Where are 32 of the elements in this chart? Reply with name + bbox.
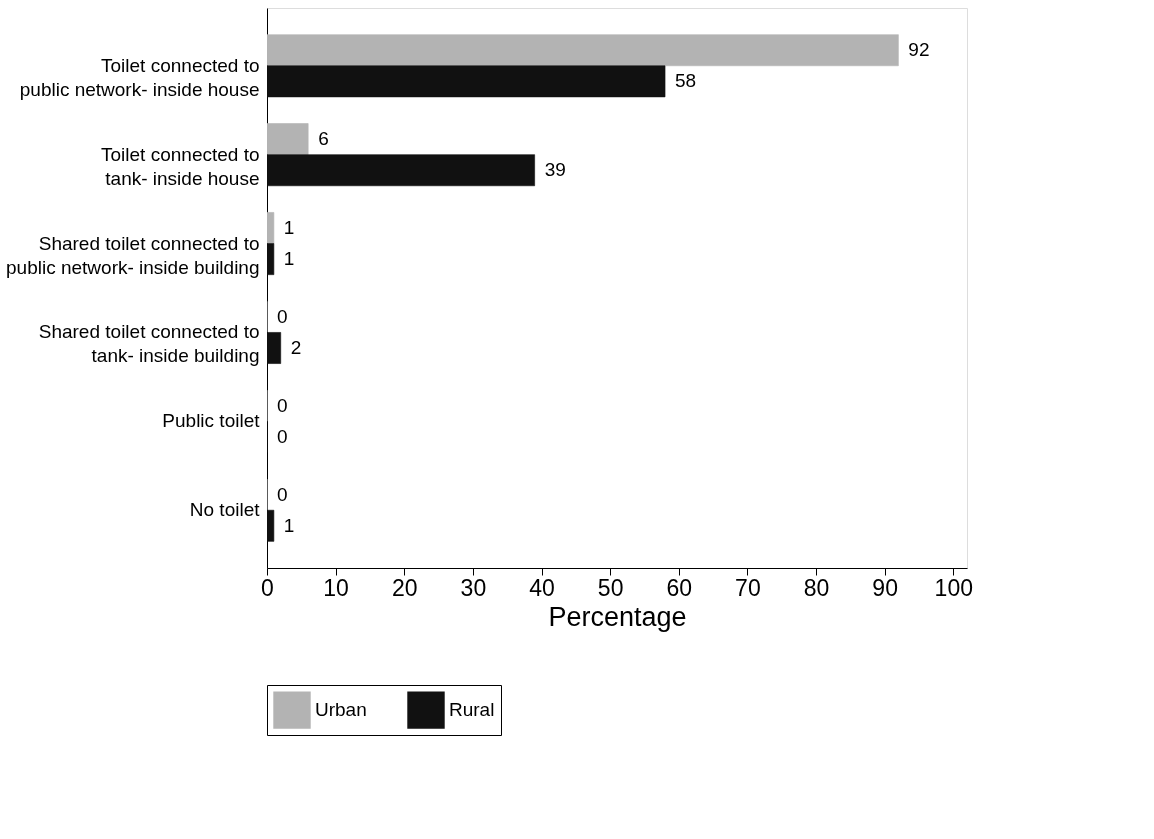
- x-tick-label: 40: [529, 574, 555, 601]
- data-label: 1: [283, 217, 295, 238]
- x-tick-label: 0: [261, 574, 274, 601]
- data-label: 58: [675, 70, 697, 92]
- y-tick-label: Toilet connected to public network- inside house: [19, 54, 260, 100]
- x-tick-label: 20: [391, 574, 418, 601]
- data-label: 2: [290, 337, 302, 358]
- y-tick-label: No toilet: [189, 499, 261, 521]
- x-tick-label: 70: [735, 574, 761, 601]
- x-tick-label: 80: [803, 574, 830, 601]
- data-label: 0: [277, 394, 288, 416]
- y-tick-label: Toilet connected to tank- inside house: [101, 143, 260, 189]
- legend-label: Rural: [449, 699, 495, 721]
- legend-label: Urban: [315, 699, 367, 721]
- x-tick-label: 30: [460, 574, 487, 601]
- y-tick-label: Shared toilet connected to tank- inside building: [38, 321, 260, 367]
- data-label: 0: [277, 305, 288, 327]
- x-axis-title: Percentage: [548, 601, 687, 632]
- data-label: 39: [544, 159, 566, 181]
- data-label: 6: [318, 128, 329, 150]
- data-label: 1: [283, 248, 295, 270]
- y-tick-label: Public toilet: [162, 410, 261, 432]
- y-tick-label: Shared toilet connected to public network- inside building: [6, 232, 260, 278]
- data-label: 1: [283, 514, 295, 536]
- data-label: 0: [277, 425, 288, 447]
- x-tick-label: 10: [323, 574, 349, 601]
- x-tick-label: 50: [597, 574, 624, 601]
- data-label: 92: [908, 39, 930, 61]
- x-tick-label: 100: [934, 574, 973, 601]
- x-tick-label: 60: [666, 574, 693, 601]
- data-label: 0: [277, 483, 288, 505]
- x-tick-label: 90: [872, 574, 898, 601]
